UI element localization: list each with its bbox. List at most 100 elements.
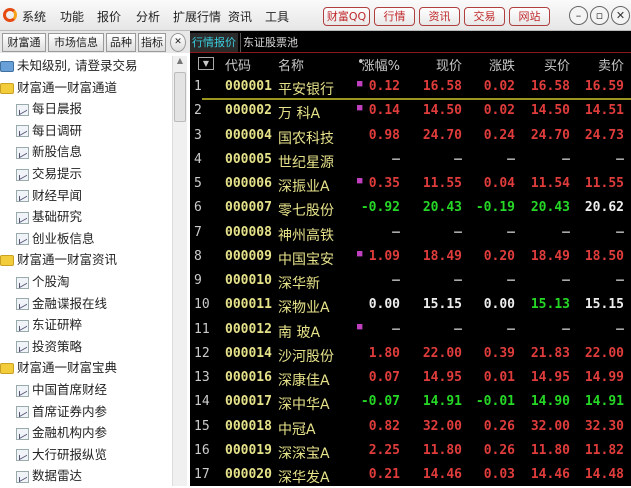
column-header-chg[interactable]: 涨跌 [488,59,515,74]
column-header-ask[interactable]: 卖价 [597,59,624,74]
sidebar-item[interactable]: 每日晨报 [16,99,82,119]
change: 0.00 [483,297,515,313]
table-row[interactable]: 4 000005 世纪星源 — — — — — [190,149,631,173]
table-row[interactable]: 12 000014 沙河股份 1.80 22.00 0.39 21.83 22.00 [190,343,631,367]
column-header-code[interactable]: 代码 [225,59,252,74]
left-tab-2[interactable]: 品种 [106,33,136,52]
price: 15.15 [422,297,462,313]
stock-code: 000011 [225,297,272,313]
menu-6[interactable]: 工具 [265,10,290,24]
ask: 20.62 [584,200,624,216]
column-header-pct[interactable]: 涨幅% [361,59,400,74]
ask: 18.50 [584,248,624,264]
divider [190,52,631,53]
bid: — [562,224,570,240]
pct-change: -0.07 [360,394,400,410]
change: 0.20 [483,248,515,264]
table-row[interactable]: 7 000008 神州高铁 — — — — — [190,222,631,246]
sidebar-item[interactable]: 基础研究 [16,207,82,227]
column-header-dot[interactable]: • [357,55,365,70]
menu-0[interactable]: 系统 [22,10,47,24]
table-row[interactable]: 1 000001 平安银行 ■ 0.12 16.58 0.02 16.58 16.59 [190,76,631,100]
ask: 15.15 [584,297,624,313]
sidebar-item[interactable]: 交易提示 [16,164,82,184]
sidebar-item-label: 大行研报纵览 [32,446,108,462]
table-row[interactable]: 5 000006 深振业A ■ 0.35 11.55 0.04 11.54 11.55 [190,173,631,197]
left-tab-3[interactable]: 指标 [138,33,166,52]
left-tab-0[interactable]: 财富通 [2,33,46,52]
table-row[interactable]: 15 000018 中冠A 0.82 32.00 0.26 32.00 32.30 [190,416,631,440]
price: — [454,273,462,288]
minimize-icon[interactable]: – [569,6,588,25]
tab-quotes[interactable]: 行情报价 [190,33,238,52]
sidebar-item[interactable]: 财经早闻 [16,186,82,206]
sidebar-item[interactable]: 数据雷达 [16,466,82,486]
column-header-bid[interactable]: 买价 [543,59,570,74]
menu-4[interactable]: 扩展行情 [173,10,222,24]
table-row[interactable]: 6 000007 零七股份 -0.92 20.43 -0.19 20.43 20.62 [190,197,631,221]
scrollbar-thumb[interactable] [174,72,186,122]
sidebar-item[interactable]: 首席证券内参 [16,402,107,422]
sidebar-item-label: 新股信息 [32,144,83,160]
column-header-price[interactable]: 现价 [435,59,462,74]
close-panel-icon[interactable]: ✕ [170,33,186,52]
stock-code: 000007 [225,200,272,216]
menu-3[interactable]: 分析 [136,10,161,24]
table-row[interactable]: 8 000009 中国宝安 ■ 1.09 18.49 0.20 18.49 18.50 [190,246,631,270]
toolbar-button-3[interactable]: 交易 [464,7,505,26]
price: 11.55 [422,176,462,191]
toolbar-button-1[interactable]: 行情 [374,7,415,26]
sidebar-item[interactable]: 金融谍报在线 [16,294,107,314]
toolbar-button-2[interactable]: 资讯 [419,7,460,26]
sidebar-item[interactable]: 财富通一财富资讯 [0,250,117,270]
toolbar-button-4[interactable]: 网站 [509,7,550,26]
tab-stock-pool[interactable]: 东证股票池 [240,33,300,52]
row-index: 2 [194,103,202,119]
sidebar-item[interactable]: 创业板信息 [16,229,95,249]
sidebar-item[interactable]: 东证研粹 [16,315,82,335]
sidebar-item[interactable]: 个股淘 [16,272,70,292]
stock-name: 平安银行 [278,82,334,98]
sidebar-item[interactable]: 未知级别, 请登录交易 [0,56,137,76]
quote-panel: 行情报价 东证股票池 ▼ 代码 名称 • 涨幅% 现价 涨跌 买价 卖价 1 000001 平安银… [190,31,631,486]
sidebar-item[interactable]: 大行研报纵览 [16,445,107,465]
close-icon[interactable]: ✕ [611,6,630,25]
row-index: 7 [194,224,202,240]
table-row[interactable]: 11 000012 南 玻A ■ — — — — — [190,319,631,343]
table-row[interactable]: 16 000019 深深宝A 2.25 11.80 0.26 11.80 11.82 [190,440,631,464]
column-header-name[interactable]: 名称 [278,59,305,74]
menu-2[interactable]: 报价 [97,10,122,24]
sidebar-item[interactable]: 中国首席财经 [16,380,107,400]
table-row[interactable]: 3 000004 国农科技 0.98 24.70 0.24 24.70 24.73 [190,125,631,149]
restore-icon[interactable]: ▫ [590,6,609,25]
pct-change: — [392,224,400,240]
column-menu-icon[interactable]: ▼ [198,57,214,70]
folder-icon [0,363,14,375]
sidebar-item[interactable]: 财富通一财富宝典 [0,358,117,378]
menu-5[interactable]: 资讯 [228,10,253,24]
table-row[interactable]: 10 000011 深物业A 0.00 15.15 0.00 15.13 15.15 [190,294,631,318]
table-row[interactable]: 2 000002 万 科A ■ 0.14 14.50 0.02 14.50 14.51 [190,100,631,124]
table-row[interactable]: 13 000016 深康佳A 0.07 14.95 0.01 14.95 14.99 [190,367,631,391]
bid: 14.50 [530,103,570,119]
chart-icon [16,125,29,138]
table-row[interactable]: 9 000010 深华新 — — — — — [190,270,631,294]
sidebar-item[interactable]: 财富通一财富通道 [0,78,117,98]
sidebar-item[interactable]: 金融机构内参 [16,423,107,443]
sidebar-item[interactable]: 投资策略 [16,337,82,357]
row-index: 5 [194,176,202,191]
left-tab-1[interactable]: 市场信息 [48,33,104,52]
table-row[interactable]: 14 000017 深中华A -0.07 14.91 -0.01 14.90 14.91 [190,391,631,415]
sidebar-item-label: 每日调研 [32,122,83,138]
pct-change: 0.12 [368,79,400,94]
change: — [507,224,515,240]
menu-1[interactable]: 功能 [60,10,85,24]
price: 22.00 [422,345,462,361]
sidebar-scrollbar[interactable]: ▲ [172,56,187,486]
sidebar-item[interactable]: 每日调研 [16,121,82,141]
table-row[interactable]: 17 000020 深华发A 0.21 14.46 0.03 14.46 14.48 [190,464,631,488]
stock-code: 000009 [225,248,272,264]
sidebar-item[interactable]: 新股信息 [16,142,82,162]
bid: 20.43 [530,200,570,216]
toolbar-button-0[interactable]: 财富QQ [323,7,370,26]
